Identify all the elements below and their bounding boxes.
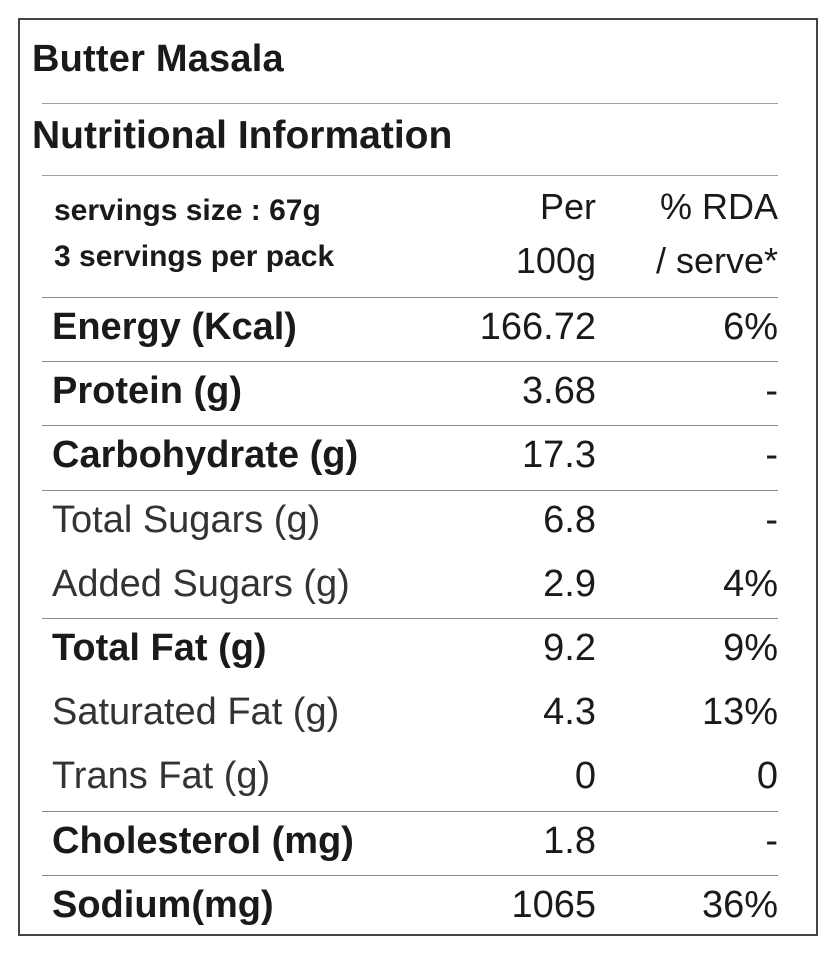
divider <box>42 810 778 812</box>
table-row: Total Sugars (g) 6.8 - <box>0 491 840 555</box>
column-header-rda-line1: % RDA <box>659 186 778 227</box>
table-row: Carbohydrate (g) 17.3 - <box>0 426 840 490</box>
divider <box>42 361 778 363</box>
product-name: Butter Masala <box>32 38 284 80</box>
rda-value: - <box>765 370 778 413</box>
per-100g-value: 1.8 <box>543 819 596 862</box>
divider <box>42 175 778 176</box>
per-100g-value: 3.68 <box>522 370 596 413</box>
per-100g-value: 0 <box>574 755 596 798</box>
nutrient-name: Total Fat (g) <box>52 627 267 669</box>
section-title: Nutritional Information <box>32 114 453 157</box>
per-100g-value: 2.9 <box>543 562 596 605</box>
table-row: Saturated Fat (g) 4.3 13% <box>0 683 840 747</box>
per-100g-value: 17.3 <box>522 434 596 477</box>
table-row: Total Fat (g) 9.2 9% <box>0 619 840 683</box>
nutrient-name: Energy (Kcal) <box>52 306 297 348</box>
table-row: Cholesterol (mg) 1.8 - <box>0 812 840 876</box>
per-100g-value: 6.8 <box>543 498 596 541</box>
divider <box>42 489 778 491</box>
nutrient-name: Saturated Fat (g) <box>52 691 340 734</box>
nutrient-name: Carbohydrate (g) <box>52 434 359 477</box>
rda-value: 9% <box>723 627 778 669</box>
divider <box>42 103 778 104</box>
divider <box>42 297 778 298</box>
rda-value: - <box>765 434 778 477</box>
divider <box>42 425 778 427</box>
rda-value: 4% <box>723 562 778 605</box>
nutrient-name: Protein (g) <box>52 370 242 413</box>
nutrient-name: Trans Fat (g) <box>52 755 271 798</box>
nutrient-name: Added Sugars (g) <box>52 562 350 605</box>
nutrition-label-panel <box>18 18 818 936</box>
per-100g-value: 4.3 <box>543 691 596 734</box>
nutrient-name: Cholesterol (mg) <box>52 819 354 862</box>
column-header-rda-line2: / serve* <box>655 240 778 281</box>
nutrient-name: Sodium(mg) <box>52 883 274 926</box>
table-row: Protein (g) 3.68 - <box>0 362 840 426</box>
per-100g-value: 1065 <box>511 883 596 926</box>
table-row: Sodium(mg) 1065 36% <box>0 876 840 940</box>
column-header-per-100g-line2: 100g <box>515 240 596 281</box>
per-100g-value: 166.72 <box>479 306 596 348</box>
serving-size: servings size : 67g <box>54 194 321 227</box>
divider <box>42 618 778 619</box>
table-row: Trans Fat (g) 0 0 <box>0 747 840 811</box>
rda-value: - <box>765 819 778 862</box>
rda-value: 6% <box>723 306 778 348</box>
nutrient-name: Total Sugars (g) <box>52 498 321 541</box>
rda-value: 13% <box>701 691 778 734</box>
rda-value: - <box>765 498 778 541</box>
rda-value: 36% <box>701 883 778 926</box>
per-100g-value: 9.2 <box>543 627 596 669</box>
divider <box>42 874 778 876</box>
table-row: Energy (Kcal) 166.72 6% <box>0 298 840 362</box>
servings-per-pack: 3 servings per pack <box>54 240 335 273</box>
table-row: Added Sugars (g) 2.9 4% <box>0 555 840 619</box>
rda-value: 0 <box>756 755 778 798</box>
column-header-per-100g-line1: Per <box>539 186 596 227</box>
